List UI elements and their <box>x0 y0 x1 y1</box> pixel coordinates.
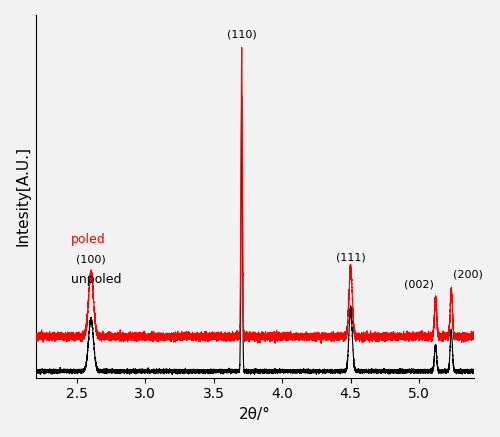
Text: poled: poled <box>70 233 106 246</box>
Text: unpoled: unpoled <box>70 273 121 286</box>
Text: (200): (200) <box>452 269 482 279</box>
Text: (002): (002) <box>404 279 434 289</box>
Text: (111): (111) <box>336 252 366 262</box>
X-axis label: 2θ/°: 2θ/° <box>239 407 270 422</box>
Y-axis label: Intesity[A.U.]: Intesity[A.U.] <box>15 146 30 246</box>
Text: (100): (100) <box>76 254 106 264</box>
Text: (110): (110) <box>227 30 256 40</box>
